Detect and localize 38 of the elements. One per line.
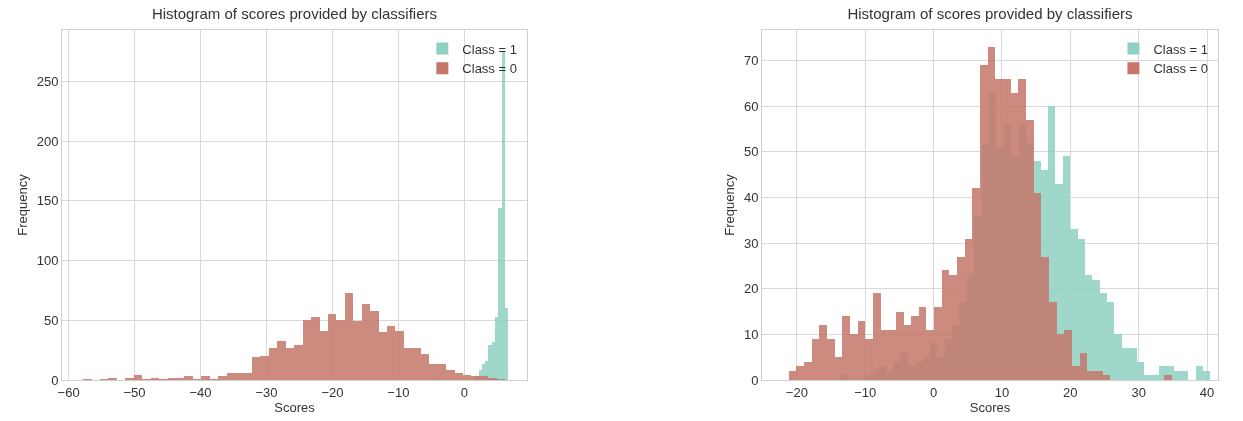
x-tick-label: 30 (1131, 384, 1146, 400)
legend-label: Class = 0 (1153, 61, 1208, 77)
x-tick-label: 20 (1063, 384, 1078, 400)
x-axis-title: Scores (274, 400, 316, 416)
x-tick-label: −30 (255, 384, 278, 400)
y-tick-label: 0 (751, 372, 759, 388)
y-tick-label: 0 (51, 372, 59, 388)
y-tick-label: 50 (743, 144, 759, 160)
x-tick-label: −40 (189, 384, 212, 400)
y-axis-title: Frequency (14, 173, 30, 236)
y-tick-label: 70 (743, 53, 759, 69)
legend-label: Class = 1 (462, 41, 517, 57)
chart-title: Histogram of scores provided by classifiers (847, 4, 1133, 22)
y-tick-label: 30 (743, 235, 759, 251)
x-tick-label: 0 (929, 384, 938, 400)
y-tick-label: 20 (743, 281, 759, 297)
x-tick-label: −20 (321, 384, 344, 400)
y-tick-label: 40 (743, 190, 759, 206)
y-axis-title: Frequency (721, 173, 737, 236)
y-tick-label: 50 (43, 312, 59, 328)
y-tick-label: 60 (743, 98, 759, 114)
y-tick-label: 100 (36, 253, 59, 269)
y-tick-label: 10 (743, 326, 759, 342)
chart-title: Histogram of scores provided by classifiers (151, 4, 438, 22)
x-tick-label: −50 (123, 384, 146, 400)
x-tick-label: 10 (994, 384, 1010, 400)
y-tick-label: 150 (36, 193, 59, 209)
x-tick-label: 0 (460, 384, 468, 400)
legend-label: Class = 1 (1153, 41, 1208, 57)
y-tick-label: 200 (36, 133, 59, 149)
x-tick-label: 40 (1199, 384, 1215, 400)
y-tick-label: 250 (36, 73, 59, 89)
x-tick-label: −60 (57, 384, 80, 400)
x-tick-label: −10 (387, 384, 410, 400)
x-tick-label: −10 (854, 384, 877, 400)
legend-label: Class = 0 (462, 61, 517, 77)
x-tick-label: −20 (785, 384, 808, 400)
x-axis-title: Scores (969, 400, 1011, 416)
